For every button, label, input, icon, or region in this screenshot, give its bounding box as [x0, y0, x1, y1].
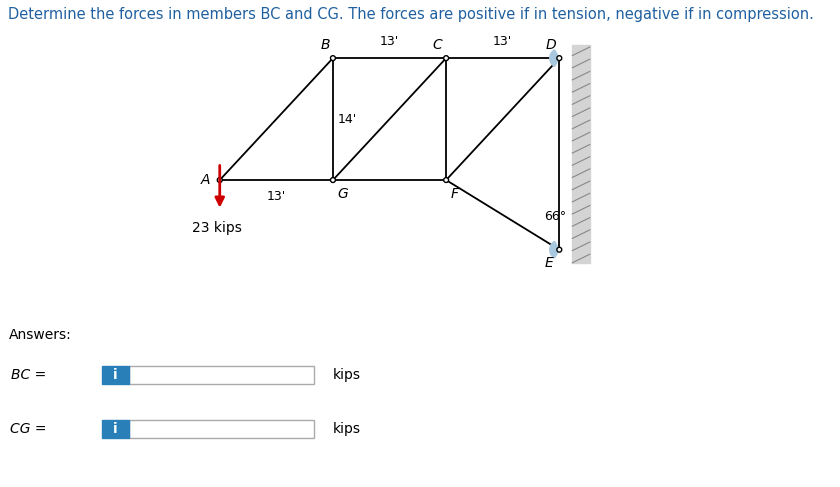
Circle shape: [330, 56, 335, 60]
Circle shape: [557, 247, 562, 252]
Wedge shape: [549, 242, 559, 258]
Bar: [572, 45, 590, 263]
Text: $A$: $A$: [200, 173, 211, 187]
Bar: [129, 366, 314, 384]
Text: $E$: $E$: [544, 256, 555, 270]
Text: $B$: $B$: [320, 38, 330, 52]
Wedge shape: [549, 50, 559, 66]
Text: Answers:: Answers:: [9, 328, 72, 342]
Text: 13': 13': [267, 190, 286, 204]
Text: 13': 13': [493, 35, 512, 48]
Text: BC =: BC =: [11, 368, 46, 382]
Text: i: i: [113, 422, 118, 436]
Text: $F$: $F$: [450, 187, 460, 201]
Circle shape: [330, 178, 335, 183]
Circle shape: [444, 178, 449, 183]
Text: CG =: CG =: [10, 422, 46, 436]
Text: $D$: $D$: [544, 38, 557, 52]
Text: kips: kips: [333, 368, 360, 382]
Bar: [129, 420, 314, 438]
Circle shape: [557, 56, 562, 60]
Text: 13': 13': [380, 35, 399, 48]
Bar: [102, 420, 129, 438]
Circle shape: [444, 56, 449, 60]
Text: 66°: 66°: [543, 210, 566, 223]
Circle shape: [218, 178, 222, 183]
Text: Determine the forces in members BC and CG. The forces are positive if in tension: Determine the forces in members BC and C…: [8, 7, 814, 22]
Text: 14': 14': [339, 112, 357, 126]
Text: $G$: $G$: [338, 187, 349, 201]
Bar: [102, 366, 129, 384]
Text: 23 kips: 23 kips: [192, 221, 242, 235]
Text: $C$: $C$: [432, 38, 444, 52]
Text: kips: kips: [333, 422, 360, 436]
Text: i: i: [113, 368, 118, 382]
